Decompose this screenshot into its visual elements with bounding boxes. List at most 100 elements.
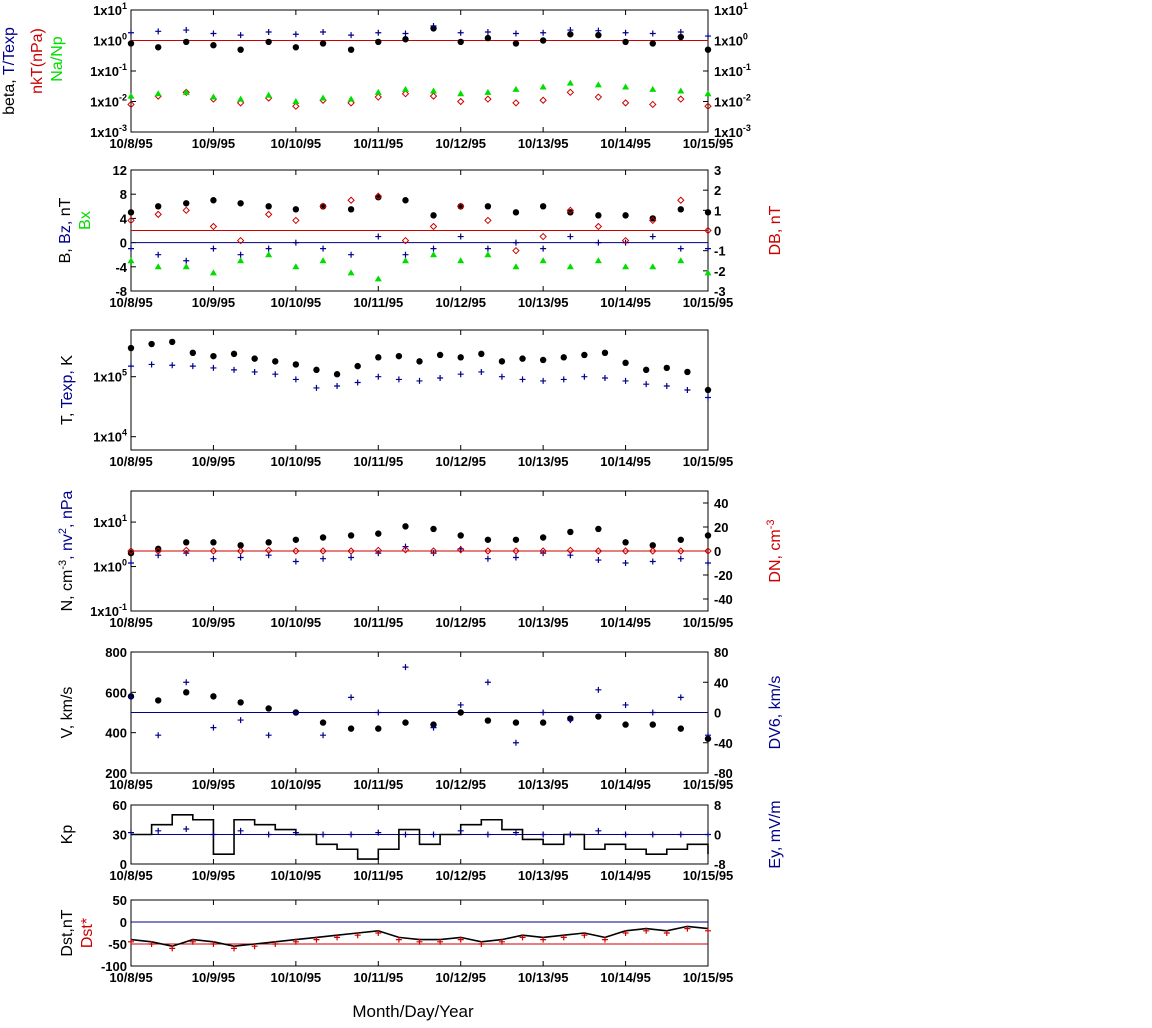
data-point [348,251,355,258]
x-tick-label: 10/15/95 [683,868,734,883]
data-point [677,28,684,35]
data-point [539,257,547,264]
data-point [484,547,492,555]
data-point [560,934,567,941]
y2-tick-label: -20 [714,568,733,583]
x-tick-label: 10/15/95 [683,454,734,469]
x-tick-label: 10/14/95 [600,868,651,883]
y2-tick-label: 1x10-2 [714,93,751,110]
data-point [231,366,238,373]
y2-tick-label: -2 [714,264,726,279]
x-axis-title: Month/Day/Year [352,1002,474,1021]
data-point [348,32,355,39]
data-point [539,356,547,364]
data-point [540,936,547,943]
series-1 [127,689,712,742]
data-point [334,934,341,941]
x-tick-label: 10/11/95 [353,454,403,469]
data-point [189,938,196,945]
data-point [154,90,162,97]
data-point [649,831,656,838]
y-tick-label: 30 [113,828,127,843]
data-point [437,938,444,945]
data-point [127,549,135,557]
data-point [622,721,629,728]
data-point [512,30,519,37]
data-point [484,88,492,95]
series-2 [128,233,711,264]
x-tick-label: 10/14/95 [600,454,651,469]
data-point [430,22,437,29]
data-point [663,930,670,936]
y-axis-label-3: Na/Np [49,36,66,81]
y2-axis-label: DN, cm-3​ [765,519,784,582]
data-point [484,34,492,42]
data-point [210,539,217,546]
data-point [649,542,656,549]
data-point [182,88,190,97]
data-point [272,358,279,365]
y-tick-label: 1x101 [93,513,127,530]
x-tick-label: 10/8/95 [109,295,152,310]
data-point [264,546,273,555]
data-point [704,226,712,235]
x-tick-label: 10/11/95 [353,615,403,630]
data-point [375,829,382,836]
data-point [484,216,492,225]
data-point [347,99,355,107]
data-point [457,936,464,943]
data-point [292,829,299,836]
data-point [567,831,574,838]
y-axis-label-2: Bx [77,211,94,230]
data-point [182,546,190,555]
data-point [705,33,711,40]
data-point [210,555,217,562]
data-point [457,827,464,834]
data-point [457,233,464,240]
y2-tick-label: 8 [714,798,721,813]
data-point [512,536,520,543]
y-tick-label: -8 [115,284,127,299]
data-point [292,206,300,213]
x-tick-label: 10/8/95 [109,777,152,792]
data-point [704,46,712,53]
x-tick-label: 10/12/95 [435,615,486,630]
data-point [595,239,602,246]
y2-tick-label: 1x100 [714,32,748,49]
y2-tick-label: 3 [714,163,721,178]
data-point [128,245,134,252]
data-point [155,827,162,834]
x-tick-label: 10/10/95 [271,136,322,151]
y-axis-label-2: nkT(nPa) [29,28,46,94]
series-1 [131,814,709,860]
data-point [484,203,492,210]
y2-tick-label: -40 [714,592,733,607]
data-point [539,719,547,726]
data-point [416,358,423,365]
data-point [457,257,465,264]
data-point [457,29,464,36]
y-axis-label: Kp [59,825,76,845]
y2-axis-label: DV6, km/s [767,676,784,750]
data-point [348,694,355,701]
data-point [182,88,190,95]
data-point [457,701,464,708]
data-point [430,87,438,94]
data-point [643,927,650,934]
series-1 [127,338,712,394]
data-point [347,532,355,539]
data-point [595,827,602,834]
data-point [183,539,190,546]
data-point [251,355,258,362]
data-point [128,363,134,370]
data-point [237,554,244,561]
data-point [416,377,423,384]
data-point [512,739,519,746]
data-point [402,251,409,258]
data-point [677,257,685,264]
data-point [512,719,520,726]
data-point [684,387,691,393]
data-point [237,542,244,549]
data-point [622,831,629,838]
